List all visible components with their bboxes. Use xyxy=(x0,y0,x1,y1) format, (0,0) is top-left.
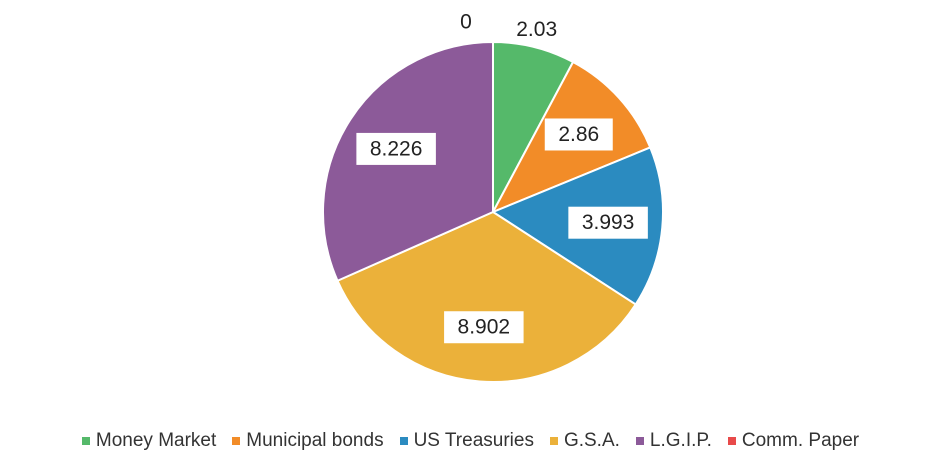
data-label-money-market: 2.03 xyxy=(516,18,557,41)
data-label-box xyxy=(444,311,524,344)
data-label-municipal-bonds: 2.86 xyxy=(544,118,613,151)
legend-swatch xyxy=(635,437,644,445)
data-label-box xyxy=(568,206,648,239)
data-label-comm-paper: 0 xyxy=(460,11,472,34)
legend-label: L.G.I.P. xyxy=(649,430,712,451)
legend-swatch xyxy=(549,437,558,445)
legend-item-comm-paper: Comm. Paper xyxy=(727,430,860,452)
legend-swatch xyxy=(727,437,736,445)
legend-item-money-market: Money Market xyxy=(81,430,217,452)
data-label-l-g-i-p: 8.226 xyxy=(356,132,436,165)
data-label-text: 0 xyxy=(460,11,472,34)
data-label-text: 8.226 xyxy=(370,137,423,160)
pie-slice-g-s-a xyxy=(336,210,638,383)
legend-label: G.S.A. xyxy=(563,430,620,451)
data-label-text: 2.03 xyxy=(516,18,557,41)
data-label-text: 8.902 xyxy=(458,316,511,339)
legend-label: Comm. Paper xyxy=(741,430,860,451)
legend-item-g-s-a: G.S.A. xyxy=(549,430,620,452)
legend-item-municipal-bonds: Municipal bonds xyxy=(232,430,384,452)
legend-item-us-treasuries: US Treasuries xyxy=(399,430,534,452)
data-label-box xyxy=(544,118,613,151)
chart-legend: Money Market Municipal bonds US Treasuries… xyxy=(0,428,941,454)
legend-item-l-g-i-p: L.G.I.P. xyxy=(635,430,712,452)
legend-label: US Treasuries xyxy=(413,430,534,451)
data-label-g-s-a: 8.902 xyxy=(444,311,524,344)
legend-label: Municipal bonds xyxy=(246,430,384,451)
legend-swatch xyxy=(399,437,408,445)
data-label-box xyxy=(356,132,436,165)
data-label-text: 3.993 xyxy=(582,211,635,234)
legend-swatch xyxy=(232,437,241,445)
legend-swatch xyxy=(81,437,90,445)
data-label-us-treasuries: 3.993 xyxy=(568,206,648,239)
data-label-text: 2.86 xyxy=(558,123,599,146)
legend-label: Money Market xyxy=(95,430,217,451)
pie-data-labels: 2.03 2.86 3.993 8.902 8.226 0 xyxy=(356,11,648,344)
